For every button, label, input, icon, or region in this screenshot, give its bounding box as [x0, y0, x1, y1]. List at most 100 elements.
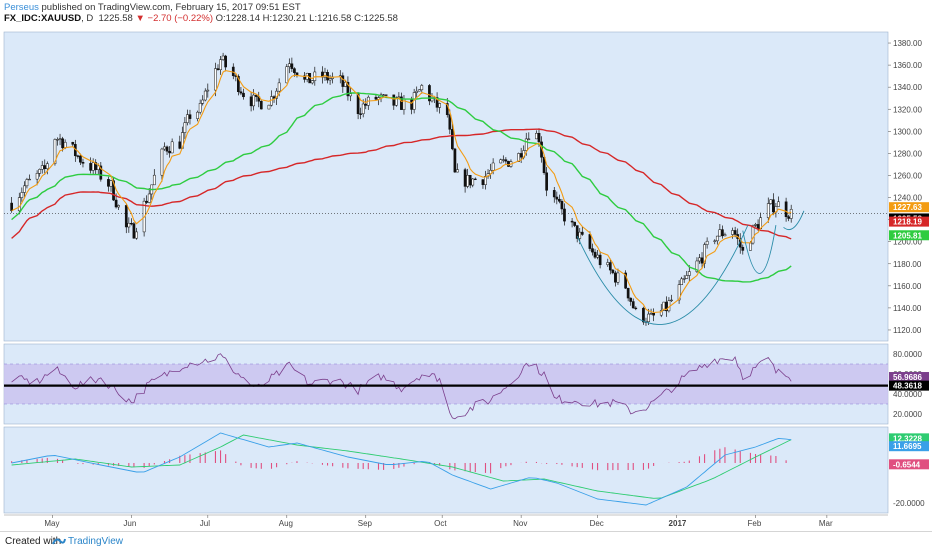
price-scale-value: 1227.63 — [893, 203, 922, 212]
candle — [341, 75, 345, 87]
time-tick-label: Dec — [590, 519, 604, 528]
candle — [293, 68, 296, 74]
candle — [20, 192, 24, 198]
candle — [290, 63, 294, 69]
candle — [634, 307, 638, 310]
candle — [201, 99, 205, 104]
candle — [555, 196, 559, 200]
candle — [196, 111, 199, 119]
candle — [563, 208, 566, 222]
candle — [186, 114, 189, 123]
candle — [163, 146, 166, 150]
macd-scale-tag — [889, 459, 929, 470]
price-tick-label: 1320.00 — [893, 105, 922, 114]
candle — [135, 231, 138, 239]
candle — [606, 262, 610, 266]
candles — [10, 52, 793, 326]
candle — [221, 55, 225, 60]
candle — [89, 163, 92, 171]
candle — [356, 93, 360, 115]
time-tick-label: Nov — [513, 519, 527, 528]
candle — [545, 172, 548, 191]
candle — [677, 284, 681, 301]
candle — [392, 94, 396, 106]
rsi-scale-value: 48.3618 — [893, 382, 922, 391]
handle-arc-small — [783, 210, 805, 231]
price-tick-label: 1180.00 — [893, 260, 922, 269]
candle — [364, 103, 368, 106]
candle — [749, 242, 752, 251]
candle — [713, 240, 717, 242]
candle — [76, 155, 80, 157]
candle — [323, 72, 327, 78]
candle — [198, 103, 202, 113]
candle — [53, 139, 57, 164]
candle — [473, 178, 477, 181]
sma-red-line — [11, 128, 792, 240]
candle — [25, 179, 29, 187]
candle — [438, 103, 441, 108]
price-pane — [3, 31, 889, 342]
candle — [145, 200, 149, 203]
candle — [188, 114, 192, 119]
macd-pane — [3, 426, 889, 514]
chart-canvas[interactable]: 1120.001140.001160.001180.001200.001220.… — [0, 26, 932, 531]
candle — [79, 155, 82, 163]
price-scale-value: 1205.81 — [893, 231, 922, 240]
candle — [428, 85, 431, 102]
candle — [272, 96, 276, 99]
price-tick-label: 1360.00 — [893, 61, 922, 70]
candle — [43, 165, 47, 170]
tradingview-brand[interactable]: TradingView — [68, 536, 124, 547]
candle — [698, 257, 701, 262]
candle — [127, 222, 131, 228]
candle — [346, 81, 350, 97]
price-tick-label: 1380.00 — [893, 39, 922, 48]
candle — [481, 179, 485, 185]
candle — [662, 301, 666, 311]
candle — [147, 193, 151, 203]
candle — [491, 162, 495, 171]
candle — [38, 169, 42, 174]
candle — [685, 275, 689, 279]
chart-header: Perseus published on TradingView.com, Fe… — [0, 0, 932, 26]
symbol-name: FX_IDC:XAUUSD — [4, 13, 82, 24]
candle — [168, 150, 171, 154]
ohlc-low: L:1216.58 — [309, 13, 352, 24]
candle — [614, 272, 617, 283]
candle — [624, 272, 627, 289]
symbol-line: FX_IDC:XAUUSD, D 1225.58 ▼ −2.70 (−0.22%… — [4, 13, 398, 24]
candle — [112, 180, 115, 201]
candle — [165, 146, 169, 152]
footer: Created with TradingView — [0, 531, 932, 551]
candle — [721, 229, 724, 237]
candle — [420, 85, 424, 91]
candle — [777, 201, 780, 207]
candle — [239, 91, 243, 94]
candle — [484, 176, 487, 185]
time-tick-label: Mar — [819, 519, 833, 528]
candle — [81, 162, 85, 164]
candle — [703, 244, 706, 264]
time-tick-label: Aug — [279, 519, 293, 528]
candle — [267, 104, 271, 110]
candle — [214, 68, 217, 91]
price-tick-label: 1340.00 — [893, 83, 922, 92]
candle — [410, 98, 413, 110]
candle — [152, 174, 156, 186]
price-scale-tag — [889, 216, 929, 227]
candle — [453, 148, 457, 173]
candle — [596, 254, 599, 258]
candle — [731, 230, 734, 235]
time-tick-label: Sep — [358, 519, 373, 528]
candle — [695, 260, 699, 272]
candle — [394, 97, 398, 106]
macd-scale-value: 11.6695 — [893, 442, 922, 451]
candle — [58, 138, 62, 140]
author-link[interactable]: Perseus — [4, 2, 39, 13]
candle — [456, 169, 459, 173]
candle — [206, 89, 210, 92]
rsi-scale-value: 56.9686 — [893, 373, 922, 382]
candle — [504, 159, 508, 162]
rsi-band — [4, 364, 888, 404]
